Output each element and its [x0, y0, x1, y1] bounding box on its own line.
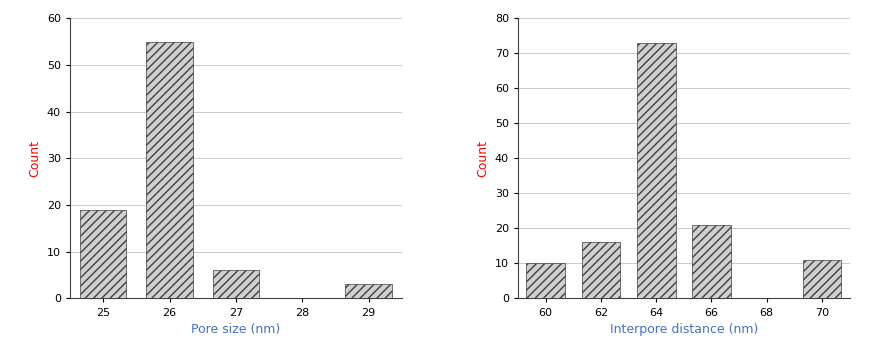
- Bar: [802, 260, 842, 298]
- Bar: [146, 41, 193, 298]
- Bar: [80, 210, 126, 298]
- Y-axis label: Count: Count: [477, 140, 490, 177]
- Bar: [692, 225, 731, 298]
- X-axis label: Interpore distance (nm): Interpore distance (nm): [610, 323, 758, 336]
- X-axis label: Pore size (nm): Pore size (nm): [191, 323, 280, 336]
- Y-axis label: Count: Count: [28, 140, 41, 177]
- Bar: [345, 285, 392, 298]
- Bar: [582, 242, 620, 298]
- Bar: [526, 264, 565, 298]
- Bar: [213, 270, 259, 298]
- Bar: [637, 43, 675, 298]
